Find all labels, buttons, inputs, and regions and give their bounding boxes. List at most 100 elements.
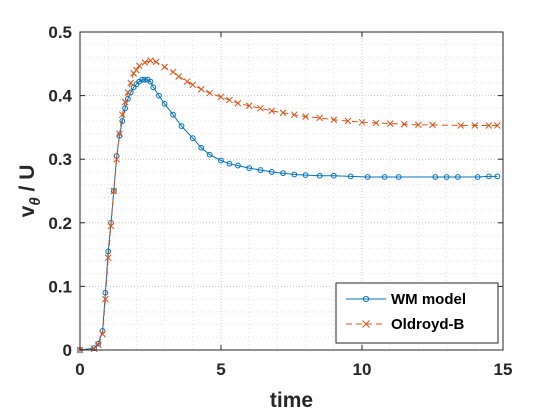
data-point-stroke bbox=[217, 93, 225, 101]
data-point-wm-model bbox=[95, 340, 102, 347]
data-point-oldroyd-b bbox=[113, 155, 121, 163]
data-point-wm-model bbox=[119, 118, 126, 124]
y-tick-label: 0.3 bbox=[48, 150, 72, 169]
data-point-stroke bbox=[234, 99, 242, 107]
x-axis-label: time bbox=[270, 389, 313, 412]
data-point-oldroyd-b bbox=[485, 122, 493, 129]
data-point-wm-model bbox=[330, 172, 337, 179]
data-point-stroke bbox=[415, 121, 422, 129]
data-point-stroke bbox=[494, 122, 501, 129]
legend-label-wm-model: WM model bbox=[391, 291, 466, 308]
data-point-wm-model bbox=[139, 76, 145, 83]
data-point-wm-model bbox=[170, 111, 176, 118]
data-point-oldroyd-b bbox=[429, 121, 436, 129]
data-point-oldroyd-b bbox=[330, 116, 338, 124]
data-point-wm-model bbox=[268, 169, 275, 175]
data-point-stroke bbox=[471, 122, 479, 129]
data-point-wm-model bbox=[147, 78, 154, 85]
data-point-stroke bbox=[127, 79, 135, 87]
data-point-oldroyd-b bbox=[217, 93, 225, 101]
data-point-wm-model bbox=[486, 173, 492, 180]
data-point-oldroyd-b bbox=[471, 122, 479, 129]
data-point-oldroyd-b bbox=[372, 119, 380, 127]
x-tick-label: 15 bbox=[494, 360, 513, 379]
data-point-oldroyd-b bbox=[107, 222, 115, 230]
data-point-wm-model bbox=[178, 123, 185, 130]
data-point-stroke bbox=[344, 117, 352, 125]
data-point-stroke bbox=[113, 155, 121, 163]
data-point-stroke bbox=[152, 58, 160, 66]
data-point-oldroyd-b bbox=[257, 104, 264, 112]
data-point-wm-model bbox=[316, 172, 323, 179]
data-point-wm-model bbox=[474, 174, 481, 180]
data-point-stroke bbox=[133, 66, 140, 74]
data-point-wm-model bbox=[125, 95, 131, 102]
data-point-oldroyd-b bbox=[494, 122, 501, 129]
data-point-wm-model bbox=[218, 157, 224, 164]
data-point-stroke bbox=[290, 111, 298, 119]
y-axis-label-main: v bbox=[16, 205, 39, 217]
data-point-stroke bbox=[206, 89, 214, 97]
x-tick-label: 0 bbox=[75, 360, 84, 379]
data-point-oldroyd-b bbox=[116, 130, 123, 138]
data-point-wm-model bbox=[150, 84, 157, 91]
data-point-stroke bbox=[386, 120, 394, 127]
data-point-wm-model bbox=[302, 172, 309, 179]
data-point-stroke bbox=[121, 98, 129, 106]
data-point-stroke bbox=[429, 121, 436, 129]
data-point-oldroyd-b bbox=[99, 330, 106, 338]
data-point-wm-model bbox=[226, 160, 233, 167]
y-tick-label: 0.5 bbox=[48, 23, 72, 42]
data-point-oldroyd-b bbox=[121, 98, 129, 106]
data-point-stroke bbox=[102, 295, 109, 303]
data-point-oldroyd-b bbox=[302, 113, 309, 120]
data-point-stroke bbox=[141, 59, 149, 66]
data-point-stroke bbox=[104, 254, 112, 262]
data-point-stroke bbox=[302, 113, 309, 120]
ticks: 0 5 10 15 0 0.1 0.2 0.3 0.4 0.5 bbox=[48, 23, 512, 379]
y-tick-label: 0.1 bbox=[48, 277, 72, 296]
x-tick-label: 5 bbox=[216, 360, 225, 379]
data-point-stroke bbox=[226, 96, 233, 104]
data-point-stroke bbox=[183, 78, 191, 85]
data-point-stroke bbox=[400, 120, 408, 128]
data-point-wm-model bbox=[130, 84, 137, 91]
data-point-stroke bbox=[245, 102, 253, 110]
data-point-stroke bbox=[116, 130, 123, 138]
data-point-oldroyd-b bbox=[290, 111, 298, 119]
data-point-oldroyd-b bbox=[183, 78, 191, 85]
data-point-wm-model bbox=[206, 151, 213, 158]
plot-frame bbox=[79, 31, 504, 351]
data-point-stroke bbox=[316, 114, 324, 122]
y-tick-label: 0.4 bbox=[48, 87, 72, 106]
data-point-oldroyd-b bbox=[234, 99, 242, 107]
legend-box bbox=[335, 282, 499, 344]
data-point-wm-model bbox=[122, 105, 129, 112]
data-point-oldroyd-b bbox=[102, 295, 109, 303]
data-point-oldroyd-b bbox=[141, 59, 149, 66]
y-axis-label-suffix: / U bbox=[16, 165, 39, 198]
data-point-stroke bbox=[118, 111, 126, 119]
y-tick-label: 0.2 bbox=[48, 214, 72, 233]
y-axis-label-subscript: θ bbox=[27, 197, 44, 206]
data-point-oldroyd-b bbox=[400, 120, 408, 128]
data-point-wm-model bbox=[156, 92, 162, 99]
data-point-oldroyd-b bbox=[104, 254, 112, 262]
data-point-oldroyd-b bbox=[147, 57, 154, 64]
data-point-oldroyd-b bbox=[169, 68, 177, 76]
series-layer bbox=[76, 57, 501, 354]
data-point-wm-model bbox=[235, 162, 241, 169]
data-point-stroke bbox=[189, 81, 197, 89]
data-point-wm-model bbox=[432, 174, 439, 180]
data-point-stroke bbox=[110, 187, 118, 195]
data-point-oldroyd-b bbox=[189, 81, 197, 89]
data-point-stroke bbox=[358, 118, 366, 126]
data-point-wm-model bbox=[454, 174, 461, 180]
data-point-stroke bbox=[268, 107, 276, 115]
data-point-stroke bbox=[107, 222, 115, 230]
data-point-stroke bbox=[330, 116, 338, 124]
data-point-oldroyd-b bbox=[316, 114, 324, 122]
data-point-oldroyd-b bbox=[344, 117, 352, 125]
data-point-wm-model bbox=[395, 174, 402, 180]
data-point-oldroyd-b bbox=[226, 96, 233, 104]
